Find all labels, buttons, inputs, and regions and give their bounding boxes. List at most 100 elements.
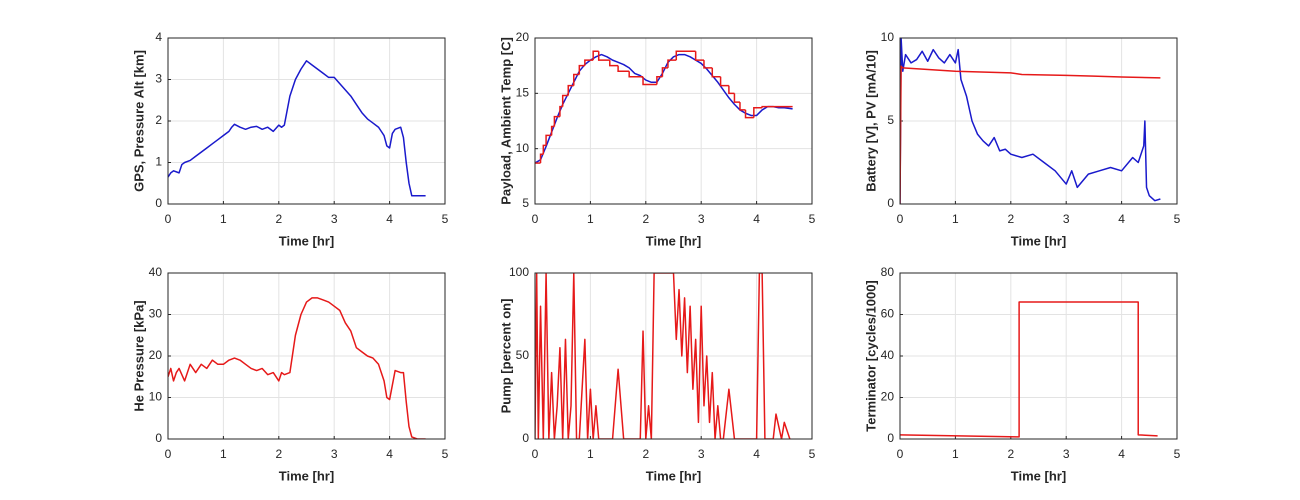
step-segment	[592, 50, 599, 61]
y-tick-label: 30	[149, 307, 163, 321]
step-segment	[545, 134, 552, 146]
axes-box	[167, 37, 446, 205]
y-tick-label: 20	[516, 30, 530, 44]
x-tick-label: 4	[753, 212, 760, 226]
plot-lines	[168, 297, 426, 439]
step-segment	[703, 60, 713, 69]
axes-box	[534, 37, 813, 205]
x-tick-label: 3	[331, 212, 338, 226]
step-segment	[761, 105, 793, 108]
x-axis-label: Time [hr]	[279, 468, 334, 483]
step-segment	[733, 93, 740, 103]
x-tick-label: 2	[275, 212, 282, 226]
step-segment	[667, 59, 677, 68]
x-tick-label: 1	[952, 447, 959, 461]
y-tick-label: 50	[516, 348, 530, 362]
x-tick-label: 5	[809, 447, 816, 461]
x-tick-label: 0	[532, 212, 539, 226]
y-tick-label: 10	[516, 141, 530, 155]
y-tick-label: 40	[881, 348, 895, 362]
line	[900, 301, 1158, 438]
y-tick-label: 5	[887, 113, 894, 127]
x-tick-label: 3	[1063, 447, 1070, 461]
x-tick-label: 0	[897, 447, 904, 461]
plot-area	[535, 38, 812, 204]
y-tick-label: 0	[887, 196, 894, 210]
subplot: 0 1 2 3 4 5 0 1 2 3 4 Time [hr] GPS, Pressure Alt [k…	[131, 30, 448, 248]
line	[168, 60, 426, 197]
step-segment	[559, 105, 563, 117]
plot-lines	[900, 301, 1158, 438]
y-axis-label: Terminator [cycles/1000]	[863, 280, 878, 432]
y-tick-label: 10	[881, 30, 895, 44]
x-tick-label: 3	[698, 447, 705, 461]
y-tick-label: 5	[522, 196, 529, 210]
step-segment	[739, 102, 746, 111]
step-segment	[550, 125, 555, 136]
x-tick-label: 4	[753, 447, 760, 461]
step-segment	[744, 109, 754, 119]
x-tick-label: 2	[1007, 447, 1014, 461]
x-tick-label: 0	[165, 447, 172, 461]
y-tick-label: 0	[522, 431, 529, 445]
x-tick-label: 2	[642, 447, 649, 461]
x-axis-label: Time [hr]	[646, 468, 701, 483]
y-tick-label: 0	[155, 196, 162, 210]
y-tick-label: 4	[155, 30, 162, 44]
step-segment	[656, 75, 663, 85]
x-tick-label: 3	[331, 447, 338, 461]
step-segment	[719, 76, 729, 87]
step-segment	[617, 65, 630, 72]
x-tick-label: 2	[275, 447, 282, 461]
y-tick-label: 20	[881, 390, 895, 404]
y-axis-label: Battery [V], PV [mA/10]	[863, 50, 878, 192]
step-segment	[584, 59, 594, 66]
x-tick-label: 1	[220, 447, 227, 461]
axes-box	[899, 272, 1178, 440]
x-tick-label: 5	[1174, 447, 1181, 461]
y-tick-label: 1	[155, 155, 162, 169]
plot-lines	[900, 38, 1161, 204]
step-segment	[694, 51, 704, 61]
x-axis-label: Time [hr]	[279, 233, 334, 248]
step-segment	[567, 84, 574, 96]
line	[168, 297, 426, 439]
step-segment	[628, 71, 644, 78]
y-tick-label: 40	[149, 265, 163, 279]
subplot: 0 1 2 3 4 5 0 5 10 Time [hr] Battery [V], PV [mA/1…	[863, 30, 1180, 248]
x-tick-label: 1	[587, 212, 594, 226]
x-tick-label: 3	[1063, 212, 1070, 226]
x-tick-label: 0	[165, 212, 172, 226]
plot-lines	[535, 50, 793, 164]
x-tick-label: 2	[642, 212, 649, 226]
plot-lines	[168, 60, 426, 197]
x-tick-label: 0	[532, 447, 539, 461]
y-tick-label: 60	[881, 307, 895, 321]
y-tick-label: 15	[516, 86, 530, 100]
subplot: 0 1 2 3 4 5 5 10 15 20 Time [hr] Payload, Ambient T…	[498, 30, 815, 248]
step-segment	[728, 85, 735, 95]
axes-box	[167, 272, 446, 440]
y-axis-label: He Pressure [kPa]	[131, 300, 146, 411]
step-segment	[711, 67, 721, 78]
plot-lines	[535, 273, 791, 439]
x-tick-label: 5	[442, 447, 449, 461]
y-axis-label: GPS, Pressure Alt [km]	[131, 50, 146, 192]
y-tick-label: 0	[155, 431, 162, 445]
y-axis-label: Pump [percent on]	[498, 299, 513, 414]
y-tick-label: 80	[881, 265, 895, 279]
y-tick-label: 2	[155, 113, 162, 127]
x-tick-label: 1	[587, 447, 594, 461]
step-segment	[553, 115, 560, 127]
step-segment	[573, 73, 580, 86]
x-tick-label: 1	[952, 212, 959, 226]
step-segment	[597, 51, 610, 61]
x-tick-label: 1	[220, 212, 227, 226]
x-tick-label: 5	[809, 212, 816, 226]
axes-box	[899, 37, 1178, 205]
subplot: 0 1 2 3 4 5 0 10 20 30 40 Time [hr] He Pressure [kPa…	[131, 265, 448, 483]
y-axis-label: Payload, Ambient Temp [C]	[498, 37, 513, 205]
x-axis-label: Time [hr]	[1011, 468, 1066, 483]
